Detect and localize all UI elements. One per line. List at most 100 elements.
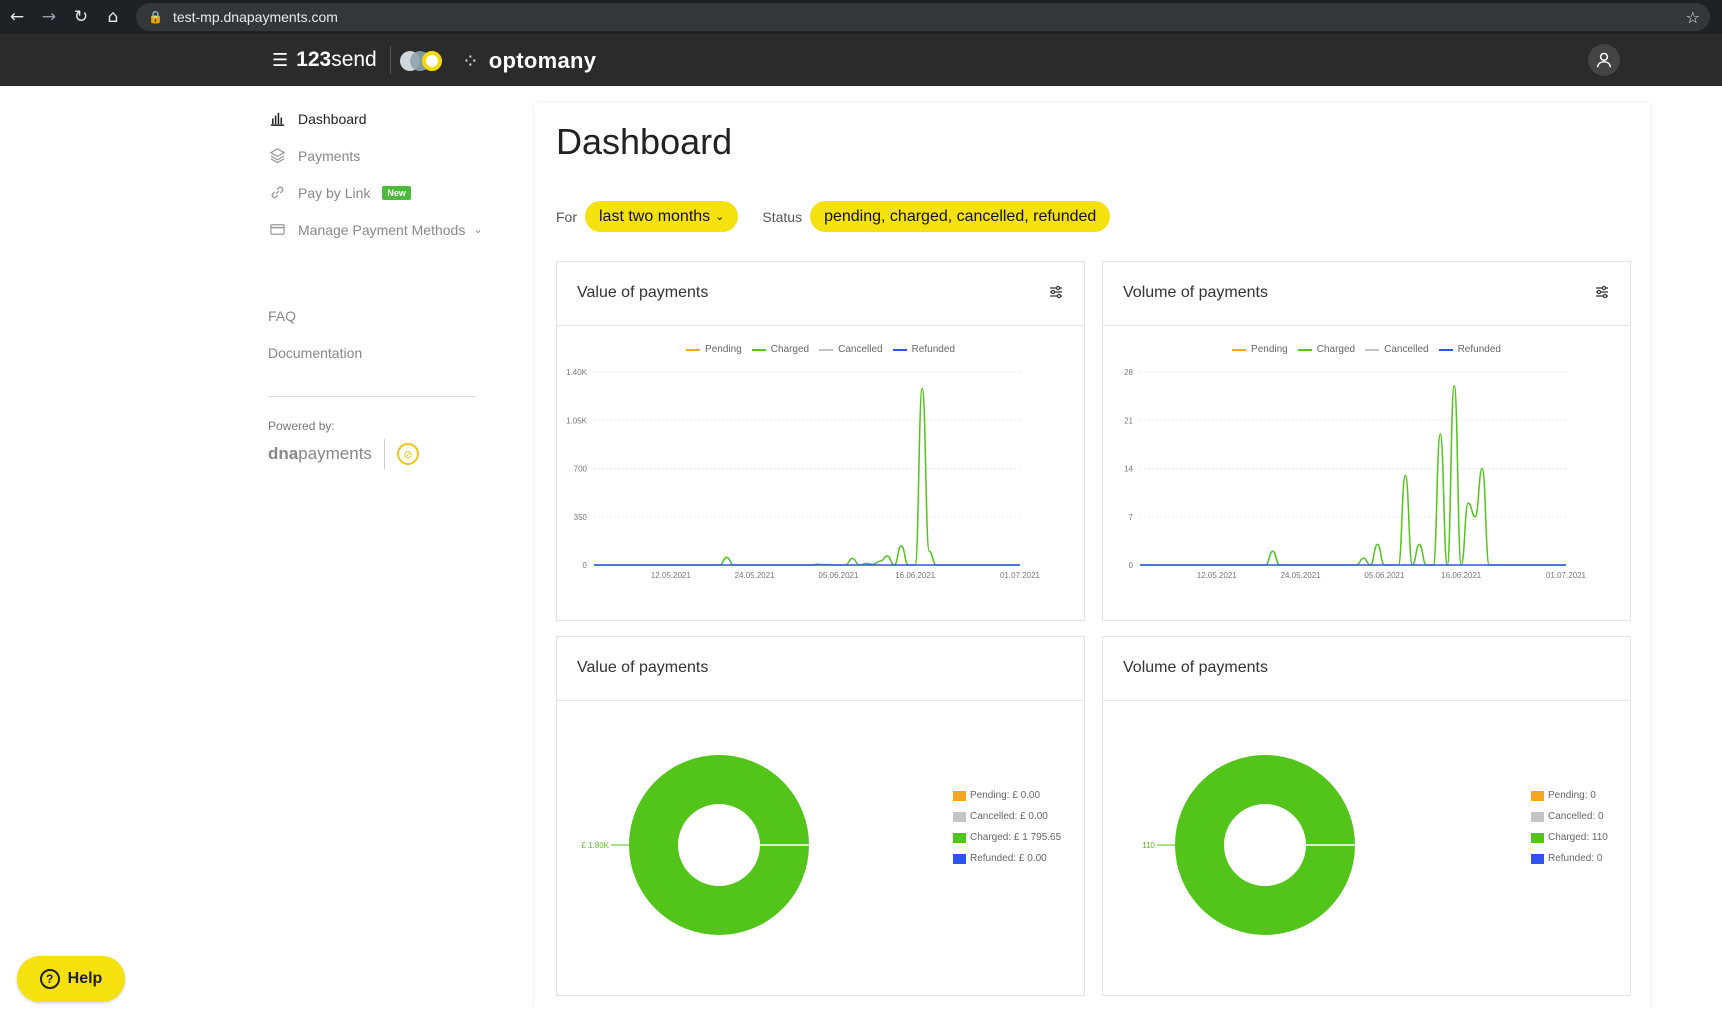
legend-label: Charged bbox=[1316, 344, 1356, 355]
for-label: For bbox=[556, 208, 577, 225]
url-text: test-mp.dnapayments.com bbox=[172, 9, 338, 25]
help-button[interactable]: ? Help bbox=[17, 956, 125, 1002]
x-tick-label: 01.07.2021 bbox=[1546, 571, 1587, 580]
x-tick-label: 05.06.2021 bbox=[1364, 571, 1405, 580]
filter-bar: For last two months ⌄ Status pending, ch… bbox=[556, 201, 1134, 232]
reload-icon[interactable]: ↻ bbox=[73, 7, 89, 27]
legend-item-pending[interactable]: Pending bbox=[1232, 344, 1288, 355]
legend-label: Cancelled bbox=[838, 344, 883, 355]
legend-swatch bbox=[892, 348, 907, 351]
faq-link[interactable]: FAQ bbox=[268, 308, 297, 324]
donut-legend: Pending: £ 0.00 Cancelled: £ 0.00 Charged:… bbox=[953, 785, 1061, 869]
volume-line-chart-panel: Volume of payments Pending Charged Cancell… bbox=[1102, 261, 1631, 621]
layers-icon bbox=[268, 147, 286, 165]
y-tick-label: 21 bbox=[1124, 416, 1133, 425]
period-filter[interactable]: last two months ⌄ bbox=[585, 201, 739, 232]
bookmark-star-icon[interactable]: ☆ bbox=[1685, 7, 1700, 27]
x-tick-label: 24.05.2021 bbox=[1281, 571, 1322, 580]
legend-item-refunded[interactable]: Refunded bbox=[892, 344, 955, 355]
x-tick-label: 01.07.2021 bbox=[1000, 571, 1041, 580]
x-tick-label: 12.05.2021 bbox=[651, 571, 692, 580]
credit-card-icon bbox=[268, 221, 286, 239]
dashboard-main: Dashboard For last two months ⌄ Status p… bbox=[535, 103, 1650, 1009]
y-tick-label: 1.40K bbox=[566, 368, 588, 377]
bar-chart-icon bbox=[268, 110, 286, 128]
y-tick-label: 0 bbox=[583, 561, 588, 570]
home-icon[interactable]: ⌂ bbox=[107, 7, 119, 27]
brand-word: send bbox=[331, 48, 377, 71]
x-tick-label: 16.06.2021 bbox=[1441, 571, 1482, 580]
legend-swatch bbox=[1232, 348, 1247, 351]
sidebar-item-manage-payment-methods[interactable]: Manage Payment Methods ⌄ bbox=[268, 211, 488, 248]
legend-label: Refunded bbox=[1457, 344, 1501, 355]
panel-title: Value of payments bbox=[577, 659, 709, 676]
legend-item-pending[interactable]: Pending bbox=[686, 344, 742, 355]
user-account-button[interactable] bbox=[1588, 44, 1620, 76]
legend-swatch bbox=[819, 348, 834, 351]
legend-item-charged[interactable]: Charged bbox=[1297, 344, 1356, 355]
legend-item-pending[interactable]: Pending: £ 0.00 bbox=[953, 785, 1061, 806]
forward-icon[interactable]: → bbox=[41, 7, 57, 27]
y-tick-label: 7 bbox=[1129, 513, 1134, 522]
legend-swatch bbox=[1297, 348, 1312, 351]
partner-name: optomany bbox=[488, 48, 597, 73]
legend-item-charged[interactable]: Charged: £ 1 795.65 bbox=[953, 827, 1061, 848]
legend-item-refunded[interactable]: Refunded bbox=[1438, 344, 1501, 355]
documentation-link[interactable]: Documentation bbox=[268, 345, 363, 361]
status-filter[interactable]: pending, charged, cancelled, refunded bbox=[810, 201, 1111, 232]
settings-sliders-icon[interactable] bbox=[1048, 284, 1064, 300]
brand-logo[interactable]: ☰ 123send bbox=[272, 48, 377, 72]
legend-swatch bbox=[953, 790, 966, 801]
legend-label: Cancelled: 0 bbox=[1548, 811, 1604, 822]
value-donut-chart-panel: Value of payments £ 1.80K Pending: £ 0.0… bbox=[556, 636, 1085, 996]
value-line-chart-panel: Value of payments Pending Charged Cancelle… bbox=[556, 261, 1085, 621]
user-icon bbox=[1596, 52, 1612, 68]
sidebar-item-payments[interactable]: Payments bbox=[268, 137, 488, 174]
x-tick-label: 16.06.2021 bbox=[895, 571, 936, 580]
legend-item-cancelled[interactable]: Cancelled bbox=[1365, 344, 1429, 355]
legend-item-refunded[interactable]: Refunded: 0 bbox=[1531, 848, 1608, 869]
legend-swatch bbox=[686, 348, 701, 351]
legend-item-pending[interactable]: Pending: 0 bbox=[1531, 785, 1608, 806]
donut-chart: £ 1.80K bbox=[581, 755, 809, 935]
chart-legend: Pending Charged Cancelled Refunded bbox=[557, 344, 1084, 355]
legend-label: Cancelled bbox=[1384, 344, 1429, 355]
legend-swatch bbox=[1365, 348, 1380, 351]
y-tick-label: 350 bbox=[574, 513, 588, 522]
toggle-logo-icon bbox=[400, 51, 442, 71]
chevron-down-icon[interactable]: ⌄ bbox=[473, 223, 483, 236]
logo-divider bbox=[390, 46, 391, 74]
period-filter-value: last two months bbox=[599, 207, 711, 225]
x-tick-label: 05.06.2021 bbox=[818, 571, 859, 580]
address-bar[interactable]: 🔒 test-mp.dnapayments.com ☆ bbox=[136, 3, 1710, 31]
callout-label: £ 1.80K bbox=[581, 841, 609, 850]
legend-item-charged[interactable]: Charged bbox=[751, 344, 810, 355]
partner-logo-icon: ⁘ bbox=[462, 49, 479, 73]
dna-badge-icon: ⊘ bbox=[396, 443, 419, 465]
sidebar-item-pay-by-link[interactable]: Pay by Link New bbox=[268, 174, 488, 211]
sidebar-item-dashboard[interactable]: Dashboard bbox=[268, 100, 488, 137]
legend-label: Charged: £ 1 795.65 bbox=[970, 832, 1062, 843]
legend-item-refunded[interactable]: Refunded: £ 0.00 bbox=[953, 848, 1061, 869]
brand-number: 123 bbox=[296, 48, 332, 71]
legend-swatch bbox=[953, 811, 966, 822]
settings-sliders-icon[interactable] bbox=[1594, 284, 1610, 300]
legend-swatch bbox=[953, 853, 966, 864]
x-tick-label: 24.05.2021 bbox=[735, 571, 776, 580]
menu-icon: ☰ bbox=[272, 49, 289, 71]
powered-by-label: Powered by: bbox=[268, 419, 335, 433]
legend-label: Refunded bbox=[911, 344, 955, 355]
legend-item-cancelled[interactable]: Cancelled: 0 bbox=[1531, 806, 1608, 827]
sidebar-divider bbox=[268, 396, 476, 397]
legend-item-cancelled[interactable]: Cancelled: £ 0.00 bbox=[953, 806, 1061, 827]
dna-payments-logo: dnapayments ⊘ bbox=[268, 439, 488, 469]
y-tick-label: 28 bbox=[1124, 368, 1133, 377]
legend-item-cancelled[interactable]: Cancelled bbox=[819, 344, 883, 355]
back-icon[interactable]: ← bbox=[9, 7, 25, 27]
dna-logo-bold: dna bbox=[268, 444, 299, 463]
legend-swatch bbox=[1531, 790, 1544, 801]
legend-label: Charged bbox=[770, 344, 810, 355]
panel-title: Volume of payments bbox=[1123, 659, 1268, 676]
legend-item-charged[interactable]: Charged: 110 bbox=[1531, 827, 1608, 848]
legend-label: Pending bbox=[705, 344, 742, 355]
